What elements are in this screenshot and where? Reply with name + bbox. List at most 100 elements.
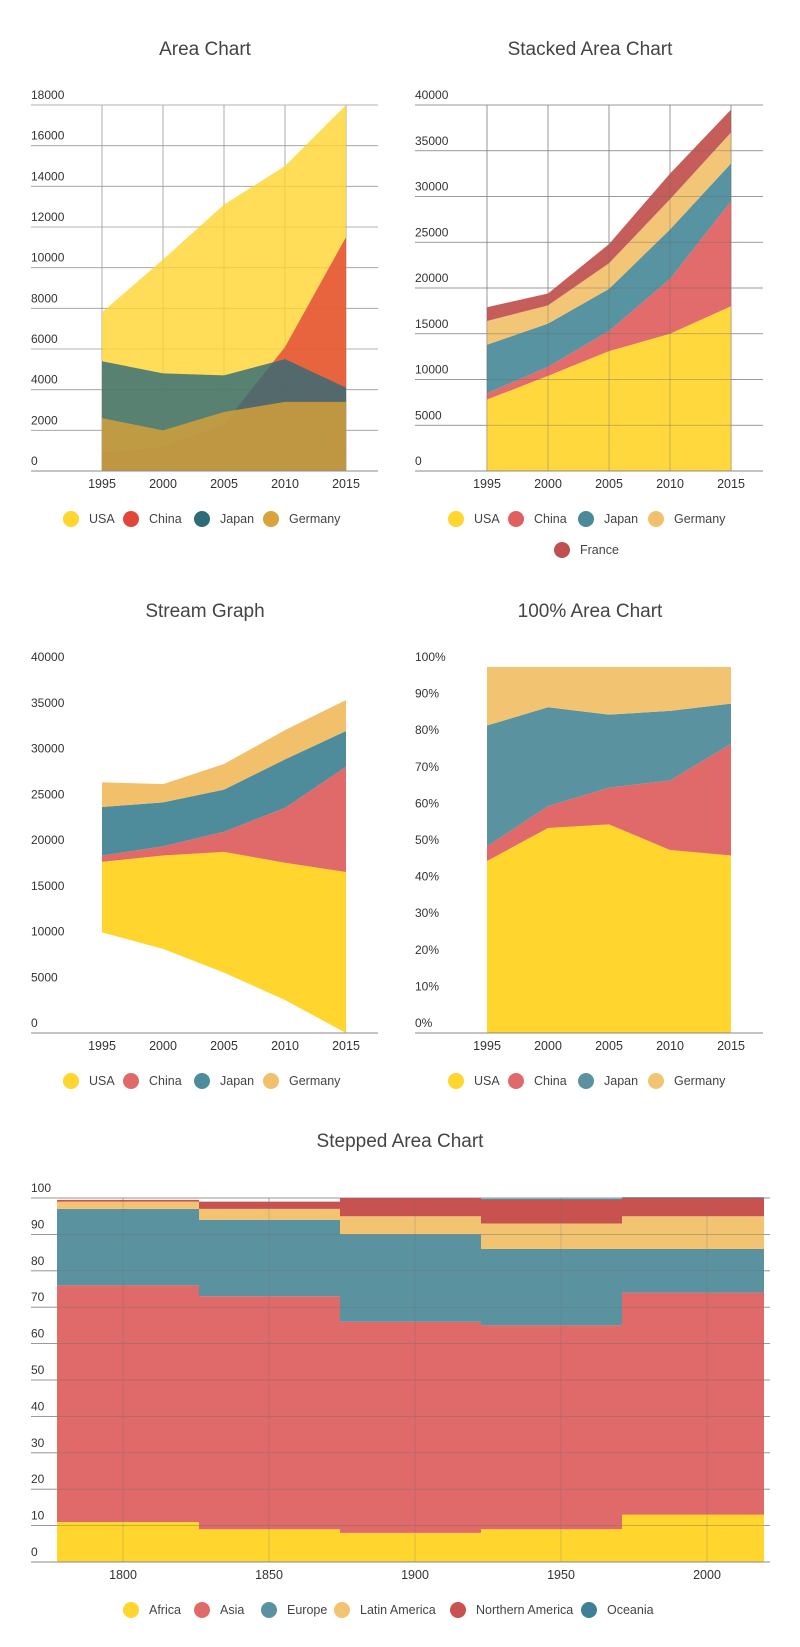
area-china [102,766,346,872]
legend-swatch [554,542,570,558]
y-tick-label: 70 [31,1290,45,1304]
legend: USA China Japan Germany [448,1073,726,1089]
legend-label: China [149,512,182,526]
y-tick-label: 8000 [31,291,58,305]
x-tick-label: 1995 [88,477,116,491]
legend-label: USA [474,1074,500,1088]
y-tick-label: 15000 [415,317,449,331]
area-germany [102,401,346,471]
y-tick-label: 15000 [31,879,65,893]
y-tick-label: 35000 [415,134,449,148]
x-tick-label: 2000 [149,477,177,491]
y-tick-label: 18000 [31,88,65,102]
y-tick-label: 0 [31,1545,38,1559]
y-tick-label: 80 [31,1254,45,1268]
y-tick-label: 10000 [415,363,449,377]
x-tick-label: 2000 [534,477,562,491]
area-china [487,201,731,400]
chart-3: Stream Graph 0 5000 10000 15000 20000 25000 300… [31,601,378,1089]
y-tick-label: 60% [415,796,439,810]
series-areas [102,105,346,471]
y-tick-label: 60 [31,1327,45,1341]
y-tick-label: 2000 [31,413,58,427]
y-tick-label: 30 [31,1436,45,1450]
area-usa [102,851,346,1033]
legend-swatch [194,1073,210,1089]
legend: USA China Japan Germany [63,1073,341,1089]
legend-swatch [123,511,139,527]
y-tick-label: 40000 [415,88,449,102]
chart-title: Stacked Area Chart [508,39,673,60]
x-tick-label: 1995 [473,1039,501,1053]
area-asia [57,1285,764,1533]
series-areas [57,1197,764,1562]
legend: USA China Japan Germany France [448,511,726,558]
legend-label: Northern America [476,1603,573,1617]
chart-title: Area Chart [159,39,252,60]
legend-swatch [261,1602,277,1618]
y-tick-label: 0% [415,1016,433,1030]
y-tick-label: 30000 [31,742,65,756]
x-tick-label: 2015 [332,477,360,491]
area-africa [57,1514,764,1562]
legend-label: Japan [220,512,254,526]
legend-label: USA [89,512,115,526]
y-tick-label: 35000 [31,696,65,710]
y-tick-label: 10% [415,979,439,993]
area-germany [487,132,731,345]
legend-label: USA [89,1074,115,1088]
x-tick-label: 2005 [595,477,623,491]
legend-label: Japan [220,1074,254,1088]
chart-4: 100% Area Chart 0% 10% 20% 30% 40% 50% 60% 70% 80… [415,601,763,1089]
legend-swatch [578,1073,594,1089]
legend-swatch [123,1073,139,1089]
legend-label: France [580,543,619,557]
y-tick-label: 20% [415,943,439,957]
x-tick-label: 2015 [332,1039,360,1053]
area-germany [102,699,346,807]
y-tick-label: 0 [415,454,422,468]
chart-2: Stacked Area Chart 0 5000 10000 15000 20000 25… [415,39,763,558]
legend-swatch [63,1073,79,1089]
legend-swatch [648,511,664,527]
x-tick-label: 2005 [210,1039,238,1053]
y-tick-label: 16000 [31,129,65,143]
y-tick-label: 30% [415,906,439,920]
legend-label: Asia [220,1603,244,1617]
chart-title: Stepped Area Chart [317,1131,485,1152]
y-tick-label: 90% [415,687,439,701]
area-latin-america [57,1201,764,1249]
legend-swatch [123,1602,139,1618]
legend-swatch [508,1073,524,1089]
y-tick-label: 30000 [415,180,449,194]
x-tick-label: 2005 [595,1039,623,1053]
legend-swatch [263,511,279,527]
legend-swatch [448,511,464,527]
legend-swatch [194,1602,210,1618]
area-northern-america [57,1198,764,1224]
y-tick-label: 14000 [31,169,65,183]
legend-label: Oceania [607,1603,654,1617]
y-tick-label: 20000 [415,271,449,285]
legend-label: Japan [604,512,638,526]
x-tick-label: 2000 [534,1039,562,1053]
legend-label: Germany [289,1074,341,1088]
legend-swatch [63,511,79,527]
y-tick-label: 0 [31,454,38,468]
y-tick-label: 12000 [31,210,65,224]
x-tick-label: 2010 [271,477,299,491]
legend: Africa Asia Europe Latin America Northern Am… [123,1602,654,1618]
legend-label: Germany [674,1074,726,1088]
legend-label: Latin America [360,1603,436,1617]
x-tick-label: 1950 [547,1568,575,1582]
x-tick-label: 2015 [717,1039,745,1053]
x-tick-label: 2010 [271,1039,299,1053]
legend-swatch [194,511,210,527]
x-tick-label: 1995 [88,1039,116,1053]
y-tick-label: 50 [31,1363,45,1377]
y-tick-label: 10 [31,1509,45,1523]
legend-swatch [581,1602,597,1618]
x-tick-label: 2015 [717,477,745,491]
